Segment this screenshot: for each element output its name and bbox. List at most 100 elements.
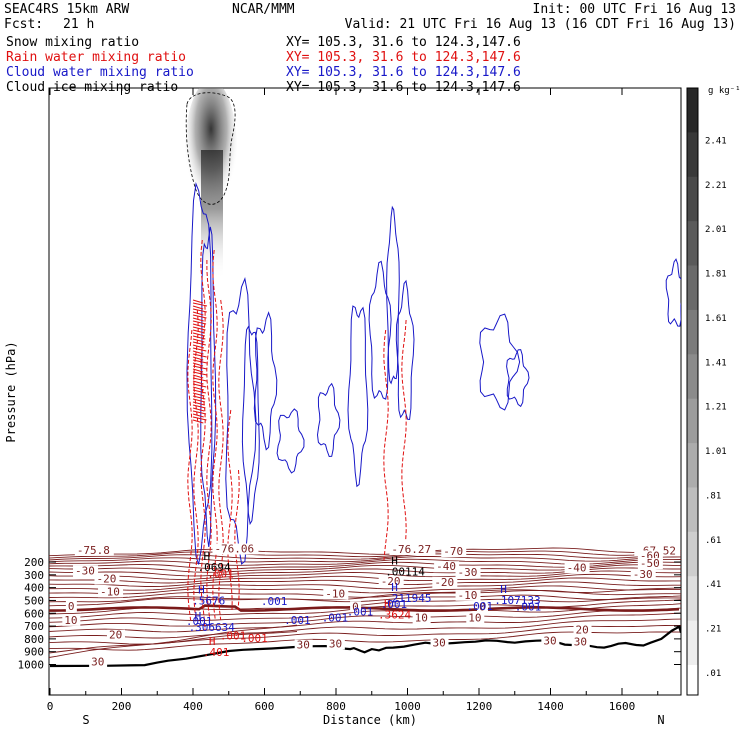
temperature-label: -75.8 xyxy=(77,544,110,557)
colorbar-label: 2.41 xyxy=(705,136,727,146)
forecast-label: Fcst: xyxy=(4,17,43,32)
cloud-water-label: .001 xyxy=(322,611,349,624)
colorbar-swatch xyxy=(687,354,698,400)
colorbar-unit: g kg⁻¹ xyxy=(708,86,740,96)
terrain-line xyxy=(49,625,681,668)
cloud-water-contour xyxy=(316,382,341,458)
right-endpoint: N xyxy=(657,713,664,727)
colorbar-label: 1.61 xyxy=(705,314,727,324)
maximum-value: .211945 xyxy=(385,592,431,605)
temperature-label: -40 xyxy=(567,561,587,574)
rain-core-mark xyxy=(192,419,204,424)
rain-core-mark xyxy=(192,320,207,325)
y-tick-label: 1000 xyxy=(18,659,45,672)
x-tick-label: 200 xyxy=(112,700,132,713)
temperature-label: 10 xyxy=(64,614,77,627)
temperature-label-bg xyxy=(74,544,114,556)
colorbar-swatch xyxy=(687,88,698,133)
temperature-label-bg xyxy=(106,629,125,641)
plot-frame xyxy=(48,87,682,696)
colorbar-label: .01 xyxy=(705,669,721,679)
rain-water-label: .001 xyxy=(220,630,247,643)
temperature-label-bg xyxy=(637,550,663,562)
valid-time: Valid: 21 UTC Fri 16 Aug 13 (16 CDT Fri … xyxy=(345,17,736,32)
rain-core-mark xyxy=(192,413,204,418)
colorbar-swatch xyxy=(687,665,698,710)
rain-water-contour xyxy=(218,299,224,621)
colorbar-swatch xyxy=(687,132,698,178)
rain-core-mark xyxy=(192,368,204,373)
cloud-water-contour xyxy=(506,349,530,408)
left-endpoint: S xyxy=(82,713,89,727)
temperature-label: -10 xyxy=(100,585,120,598)
rain-water-contour xyxy=(234,469,240,611)
rain-core-mark xyxy=(192,401,205,406)
colorbar-swatch xyxy=(687,221,698,267)
colorbar: 2.41 2.21 2.01 1.81 1.61 1.41 1.21 1.01 .81 .61 .4… xyxy=(686,87,727,710)
colorbar-swatch xyxy=(687,443,698,488)
temperature-label: -76.27 xyxy=(391,543,431,556)
y-tick-label: 600 xyxy=(24,607,44,620)
temperature-label: 10 xyxy=(415,612,428,625)
terrain xyxy=(49,625,681,668)
rain-core-mark xyxy=(192,404,206,409)
temperature-label: 30 xyxy=(433,636,446,649)
rain-core-mark xyxy=(192,335,206,340)
temperature-label-bg xyxy=(89,656,108,668)
rain-water-contour xyxy=(227,409,233,611)
cloud-water-label: .001 xyxy=(261,595,288,608)
rain-core-mark xyxy=(192,356,204,361)
colorbar-swatch xyxy=(687,309,698,355)
legend-field-range: XY= 105.3, 31.6 to 124.3,147.6 xyxy=(286,65,521,80)
temperature-label: 20 xyxy=(109,629,122,642)
temperature-label: 10 xyxy=(468,612,481,625)
temperature-label-bg xyxy=(73,565,99,577)
x-tick-label: 1600 xyxy=(609,700,636,713)
rain-core-mark xyxy=(192,380,204,385)
temperature-label: -20 xyxy=(434,576,454,589)
colorbar-label: .81 xyxy=(705,491,721,501)
colorbar-swatch xyxy=(687,176,698,222)
snow-contour xyxy=(185,92,236,205)
x-tick-label: 400 xyxy=(183,700,203,713)
temperature-label: -20 xyxy=(96,572,116,585)
field-labels: H.0694 H.00114H.5676H.211945H.107133H.362… xyxy=(186,550,541,659)
temperature-contour xyxy=(49,547,681,557)
cloud-water-contour xyxy=(395,279,415,421)
cloud-water-contour xyxy=(241,325,260,526)
temperature-contour xyxy=(49,573,681,584)
rain-core-mark xyxy=(192,329,205,334)
temperature-label: 30 xyxy=(574,635,587,648)
x-tick-label: 800 xyxy=(326,700,346,713)
x-tick-label: 1200 xyxy=(466,700,493,713)
temperature-label-bg xyxy=(378,575,404,587)
x-tick-label: 600 xyxy=(255,700,275,713)
temperature-contour xyxy=(49,577,681,587)
colorbar-label: 2.01 xyxy=(705,225,727,235)
rain-core-mark xyxy=(192,323,205,328)
x-tick-label: 0 xyxy=(47,700,54,713)
cloud-water-label: .001 xyxy=(381,598,408,611)
temperature-label-bg xyxy=(571,636,590,648)
temperature-label: -70 xyxy=(443,545,463,558)
rain-core-mark xyxy=(192,377,207,382)
x-tick-label: 1400 xyxy=(537,700,564,713)
temperature-contour xyxy=(49,550,681,559)
rain-water-contour xyxy=(193,309,199,621)
rain-core-mark xyxy=(192,395,206,400)
temperature-label-bg xyxy=(466,612,485,624)
rain-core-mark xyxy=(192,311,204,316)
rain-water-label: .001 xyxy=(241,632,268,645)
temperature-label-bg xyxy=(477,601,488,613)
rain-core-mark xyxy=(192,362,204,367)
cloud-water-contour xyxy=(276,408,305,474)
legend-field-range: XY= 105.3, 31.6 to 124.3,147.6 xyxy=(286,35,521,50)
rain-core-mark xyxy=(192,305,204,310)
temperature-label: -40 xyxy=(436,560,456,573)
colorbar-swatch xyxy=(687,576,698,622)
rain-core-mark xyxy=(192,407,205,412)
maximum-marker: H xyxy=(500,583,507,596)
y-tick-label: 800 xyxy=(24,633,44,646)
colorbar-label: 1.21 xyxy=(705,403,727,413)
